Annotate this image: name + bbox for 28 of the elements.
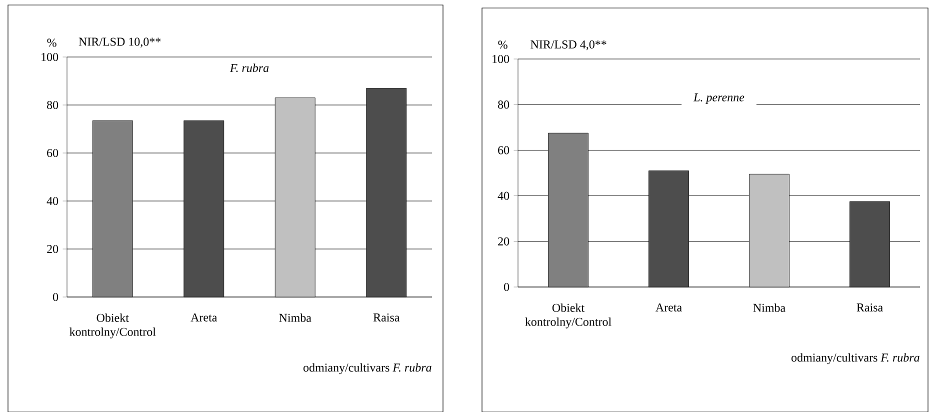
x-tick-label: Areta [190, 313, 218, 322]
y-axis-title: % [47, 38, 56, 47]
x-tick-label: Raisa [373, 313, 400, 322]
x-tick-label: Nimba [279, 313, 312, 322]
y-axis-title: % [498, 40, 508, 49]
y-tick-label: 40 [46, 196, 58, 206]
x-tick-label: Areta [656, 303, 682, 312]
y-tick-label: 60 [498, 146, 510, 154]
x-tick-label: Nimba [753, 303, 786, 312]
x-axis-title: odmiany/cultivars F. rubra [303, 363, 432, 374]
y-tick-label: 0 [53, 292, 58, 302]
y-tick-label: 60 [47, 148, 58, 158]
y-tick-label: 20 [47, 244, 58, 254]
y-tick-label: 0 [504, 282, 510, 292]
y-tick-label: 20 [498, 237, 510, 246]
text: L. perenne [693, 93, 744, 104]
x-tick-label: Raisa [856, 303, 883, 312]
y-tick-label: 80 [498, 100, 510, 109]
y-tick-label: 80 [47, 100, 58, 110]
x-tick-label: Obiekt kontrolny/Control [70, 313, 156, 338]
text: NIR/LSD 4,0** [530, 40, 606, 50]
x-tick-label: Obiekt kontrolny/Control [525, 303, 612, 328]
y-tick-label: 40 [498, 192, 510, 200]
text: NIR/LSD 10,0** [78, 38, 161, 48]
y-tick-label: 100 [492, 54, 510, 64]
chart-title: F. rubra [230, 64, 269, 72]
y-tick-label: 100 [42, 52, 58, 62]
x-axis-title: odmiany/cultivars F. rubra [791, 353, 920, 364]
